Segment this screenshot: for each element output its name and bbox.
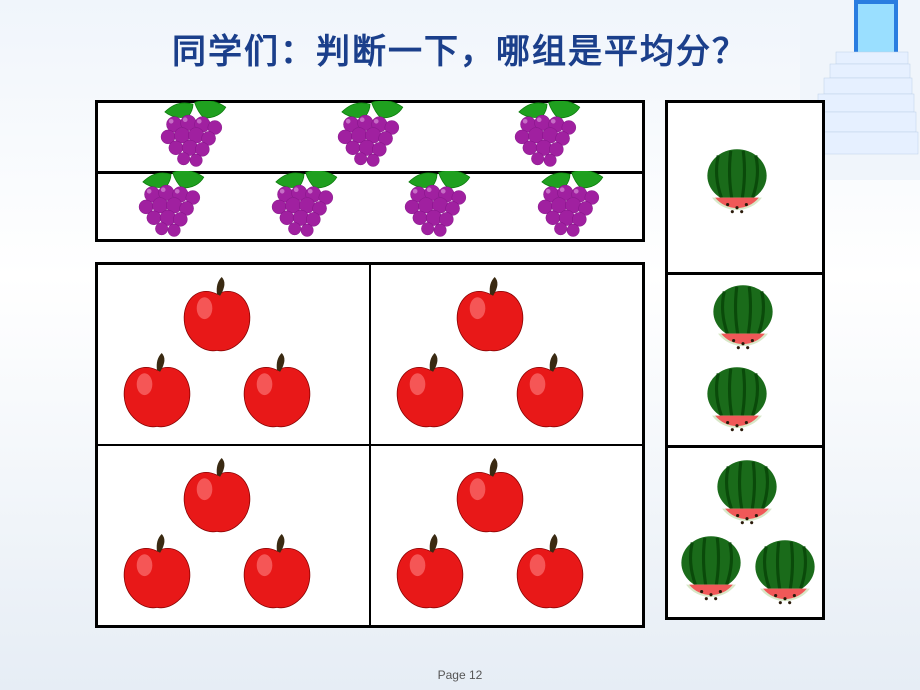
apple-icon	[118, 353, 196, 436]
apple-cell	[370, 445, 642, 625]
grape-icon	[132, 171, 210, 242]
apple-icon	[238, 534, 316, 617]
apple-icon	[511, 534, 589, 617]
apple-icon	[391, 534, 469, 617]
melon-cell	[668, 272, 822, 444]
apple-cell	[370, 265, 642, 445]
apple-icon	[391, 353, 469, 436]
page-label: Page	[438, 668, 466, 682]
apple-icon	[238, 353, 316, 436]
melons-group	[665, 100, 825, 620]
apple-icon	[178, 458, 256, 541]
apple-icon	[178, 277, 256, 360]
apples-group	[95, 262, 645, 628]
grape-icon	[508, 101, 586, 172]
grape-row	[98, 171, 642, 239]
apple-icon	[451, 277, 529, 360]
apple-cell	[98, 265, 370, 445]
watermelon-icon	[746, 534, 824, 617]
page-footer: Page 12	[0, 668, 920, 682]
apple-icon	[511, 353, 589, 436]
page-number: 12	[469, 668, 482, 682]
grape-icon	[265, 171, 343, 242]
page-title: 同学们：判断一下，哪组是平均分？	[0, 0, 920, 73]
watermelon-icon	[704, 279, 782, 362]
melon-cell	[668, 445, 822, 617]
content-area	[95, 100, 825, 628]
grape-icon	[331, 101, 409, 172]
melon-cell	[668, 103, 822, 272]
grape-row	[98, 103, 642, 171]
watermelon-icon	[672, 530, 750, 613]
grape-icon	[154, 101, 232, 172]
grape-icon	[398, 171, 476, 242]
grapes-group	[95, 100, 645, 242]
watermelon-icon	[698, 361, 776, 444]
apple-icon	[451, 458, 529, 541]
watermelon-icon	[708, 454, 786, 537]
grape-icon	[531, 171, 609, 242]
apple-cell	[98, 445, 370, 625]
apple-icon	[118, 534, 196, 617]
watermelon-icon	[698, 143, 776, 226]
